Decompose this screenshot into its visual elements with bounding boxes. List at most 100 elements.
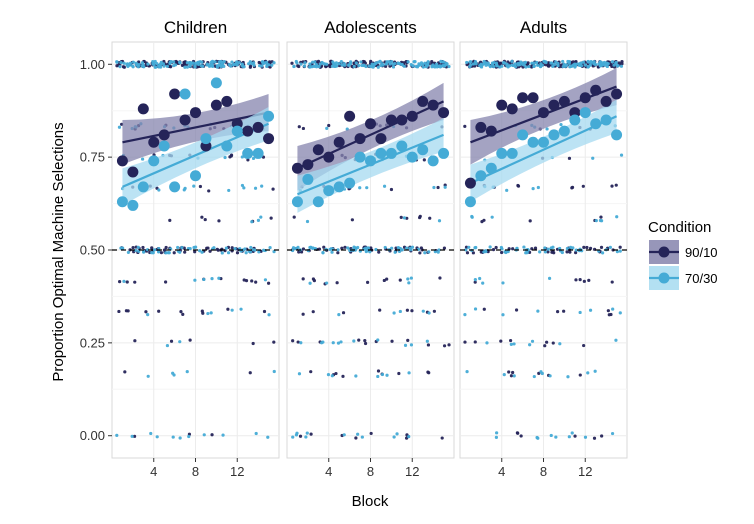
participant-point: [546, 250, 550, 254]
participant-point: [336, 341, 341, 345]
participant-point: [447, 64, 451, 69]
participant-point: [509, 342, 513, 346]
participant-point: [142, 65, 146, 69]
participant-point: [574, 60, 578, 64]
block-mean-point: [527, 92, 539, 104]
participant-point: [330, 250, 334, 254]
participant-point: [573, 434, 577, 438]
participant-point: [358, 186, 362, 190]
block-mean-point: [417, 144, 429, 156]
participant-point: [187, 434, 191, 439]
participant-point: [133, 280, 137, 284]
participant-point: [254, 280, 258, 284]
participant-point: [428, 216, 432, 220]
participant-point: [201, 311, 205, 315]
participant-point: [399, 215, 403, 219]
participant-point: [336, 248, 340, 252]
block-mean-point: [302, 173, 314, 185]
participant-point: [118, 65, 122, 69]
participant-point: [309, 432, 313, 436]
participant-point: [179, 310, 183, 314]
participant-point: [499, 245, 503, 250]
participant-point: [357, 338, 361, 342]
facet-panels: Children 4 8 12 Adolescents 4 8 12 Adults 4 8 12: [111, 18, 628, 479]
participant-point: [419, 61, 424, 65]
participant-point: [513, 65, 518, 69]
participant-point: [240, 183, 245, 188]
facet-title: Children: [164, 18, 227, 37]
participant-point: [473, 340, 477, 344]
x-tick-label: 4: [498, 464, 505, 479]
block-mean-point: [496, 147, 508, 159]
participant-point: [441, 60, 446, 64]
participant-point: [442, 246, 447, 250]
block-mean-point: [600, 114, 612, 126]
participant-point: [542, 59, 546, 63]
participant-point: [162, 248, 167, 252]
participant-point: [549, 246, 553, 250]
participant-point: [588, 246, 593, 250]
block-mean-point: [496, 99, 508, 111]
participant-point: [294, 246, 298, 251]
participant-point: [615, 64, 619, 68]
participant-point: [183, 250, 187, 254]
x-axis-title: Block: [352, 493, 389, 510]
participant-point: [398, 62, 402, 66]
participant-point: [376, 60, 380, 64]
participant-point: [600, 219, 604, 223]
participant-point: [308, 62, 312, 66]
block-mean-point: [485, 125, 497, 137]
block-mean-point: [475, 170, 487, 182]
participant-point: [164, 251, 168, 255]
participant-point: [334, 371, 338, 376]
participant-point: [463, 340, 467, 344]
participant-point: [149, 431, 153, 436]
participant-point: [217, 276, 221, 280]
participant-point: [267, 313, 271, 317]
participant-point: [562, 309, 566, 313]
block-mean-point: [291, 196, 303, 208]
x-tick-label: 12: [405, 464, 419, 479]
participant-point: [136, 65, 140, 69]
participant-point: [221, 433, 225, 437]
participant-point: [536, 309, 540, 313]
participant-point: [157, 188, 161, 192]
block-mean-point: [312, 144, 324, 156]
block-mean-point: [375, 147, 387, 159]
block-mean-point: [158, 129, 170, 141]
participant-point: [539, 370, 543, 374]
participant-point: [224, 246, 228, 250]
participant-point: [494, 245, 498, 250]
participant-point: [115, 64, 119, 68]
block-mean-point: [548, 99, 560, 111]
participant-point: [447, 343, 451, 347]
participant-point: [579, 61, 583, 65]
x-tick-label: 12: [578, 464, 592, 479]
participant-point: [292, 64, 296, 69]
participant-point: [391, 65, 396, 69]
facet-title: Adolescents: [324, 18, 417, 37]
participant-point: [464, 245, 469, 249]
participant-point: [297, 125, 301, 129]
participant-point: [237, 60, 241, 65]
participant-point: [246, 158, 250, 162]
participant-point: [122, 65, 126, 69]
participant-point: [473, 246, 477, 250]
participant-point: [390, 59, 394, 64]
participant-point: [547, 276, 552, 280]
participant-point: [340, 246, 344, 250]
participant-point: [610, 184, 614, 188]
block-mean-point: [169, 181, 181, 193]
participant-point: [183, 65, 187, 69]
block-mean-point: [190, 107, 201, 119]
participant-point: [588, 308, 593, 312]
block-mean-point: [242, 125, 254, 137]
participant-point: [166, 251, 170, 255]
participant-point: [172, 60, 176, 64]
participant-point: [188, 64, 192, 68]
block-mean-point: [579, 107, 591, 119]
participant-point: [272, 61, 276, 65]
participant-point: [515, 246, 519, 250]
participant-point: [188, 338, 192, 342]
block-mean-point: [291, 162, 303, 174]
